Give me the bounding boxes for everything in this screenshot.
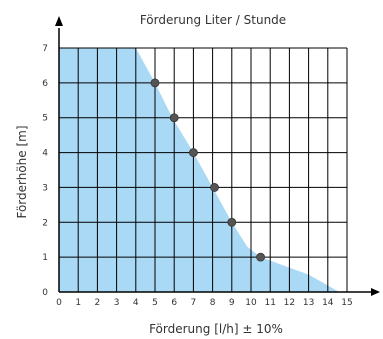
x-tick-label: 7 bbox=[191, 298, 197, 308]
y-tick-label: 0 bbox=[42, 288, 48, 298]
x-tick-label: 4 bbox=[133, 298, 139, 308]
data-point-marker bbox=[150, 78, 160, 88]
x-tick-label: 3 bbox=[114, 298, 120, 308]
x-tick-label: 2 bbox=[95, 298, 101, 308]
x-tick-label: 9 bbox=[229, 298, 235, 308]
x-tick-label: 5 bbox=[152, 298, 158, 308]
chart-title: Förderung Liter / Stunde bbox=[140, 13, 286, 27]
y-tick-label: 1 bbox=[42, 253, 48, 263]
x-axis-label: Förderung [l/h] ± 10% bbox=[149, 322, 283, 336]
x-tick-label: 12 bbox=[284, 298, 295, 308]
x-tick-label: 14 bbox=[322, 298, 334, 308]
y-axis-arrow-icon bbox=[55, 16, 63, 26]
data-point-marker bbox=[256, 252, 266, 262]
y-tick-label: 7 bbox=[42, 44, 48, 54]
x-axis-arrow-icon bbox=[371, 288, 380, 296]
data-point-marker bbox=[169, 113, 179, 123]
x-tick-label: 10 bbox=[245, 298, 257, 308]
y-tick-label: 5 bbox=[42, 114, 48, 124]
y-tick-label: 3 bbox=[42, 183, 48, 193]
data-point-marker bbox=[210, 183, 219, 192]
x-tick-label: 15 bbox=[341, 298, 352, 308]
y-tick-label: 4 bbox=[42, 149, 48, 159]
y-axis-label: Förderhöhe [m] bbox=[15, 125, 29, 218]
x-tick-label: 13 bbox=[303, 298, 314, 308]
performance-area bbox=[59, 48, 340, 292]
x-tick-label: 6 bbox=[171, 298, 177, 308]
x-tick-label: 0 bbox=[56, 298, 62, 308]
data-point-marker bbox=[188, 148, 198, 157]
data-point-marker bbox=[227, 217, 237, 227]
y-tick-label: 6 bbox=[42, 79, 48, 89]
y-tick-label: 2 bbox=[42, 218, 48, 228]
x-tick-label: 11 bbox=[264, 298, 275, 308]
x-tick-label: 1 bbox=[75, 298, 81, 308]
x-tick-label: 8 bbox=[210, 298, 216, 308]
